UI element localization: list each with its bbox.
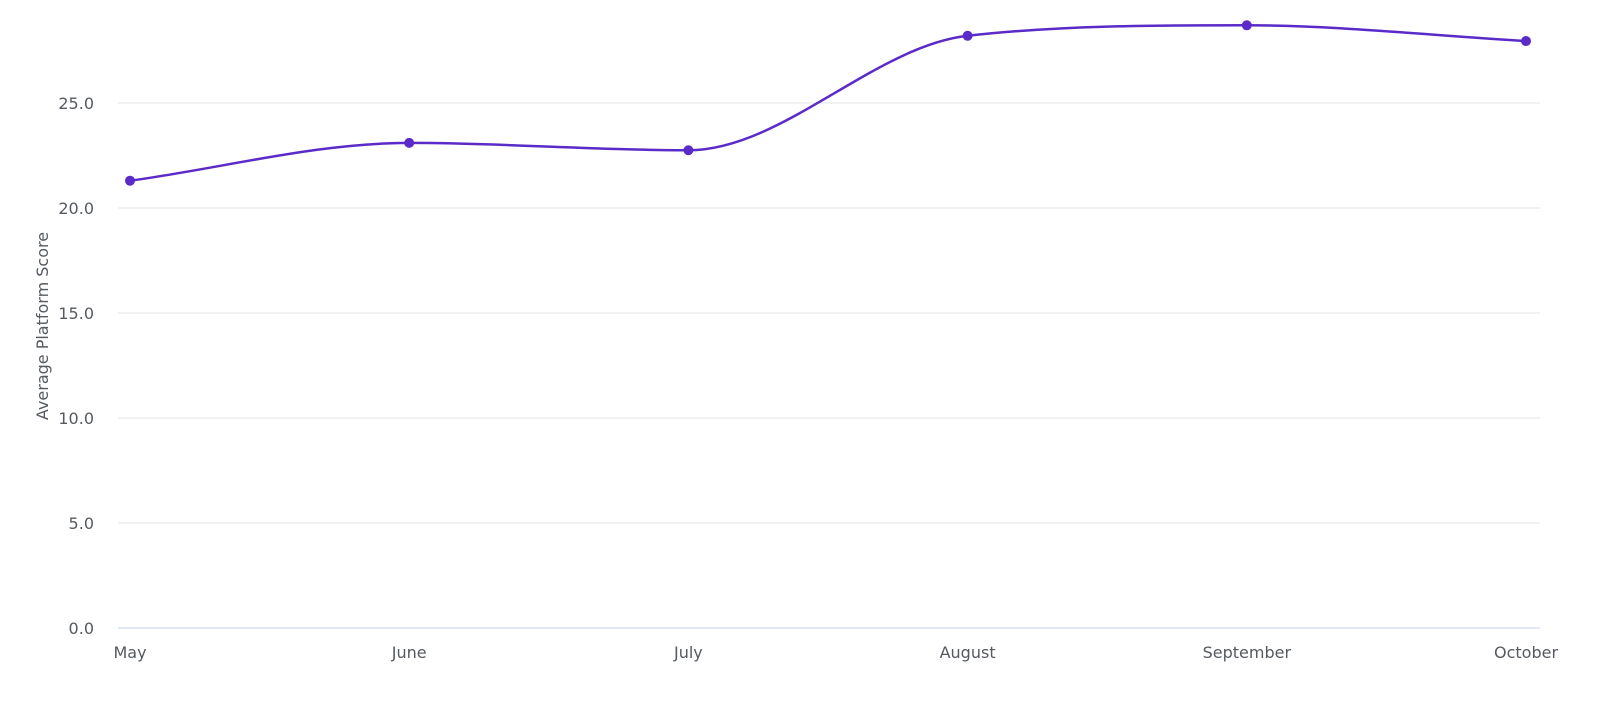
x-tick-label: August xyxy=(940,643,996,662)
x-tick-label: June xyxy=(391,643,427,662)
y-axis-title: Average Platform Score xyxy=(33,232,52,420)
x-tick-label: October xyxy=(1494,643,1558,662)
x-tick-label: May xyxy=(113,643,146,662)
y-axis-ticks: 0.0 5.0 10.0 15.0 20.0 25.0 xyxy=(58,94,94,638)
data-point-marker xyxy=(1521,36,1531,47)
series-line xyxy=(129,24,1527,182)
data-point-marker xyxy=(404,137,415,148)
y-tick-label: 10.0 xyxy=(58,409,94,428)
series-layer xyxy=(125,20,1531,186)
y-tick-label: 25.0 xyxy=(58,94,94,113)
y-tick-label: 15.0 xyxy=(58,304,94,323)
grid-layer xyxy=(118,102,1540,629)
data-point-marker xyxy=(683,145,694,156)
x-axis-ticks: May June July August September October xyxy=(113,643,1558,662)
x-tick-label: July xyxy=(673,643,703,662)
data-point-marker xyxy=(1241,20,1252,31)
y-tick-label: 20.0 xyxy=(58,199,94,218)
data-point-marker xyxy=(125,175,135,186)
data-point-marker xyxy=(962,30,973,41)
y-tick-label: 5.0 xyxy=(69,514,94,533)
y-tick-label: 0.0 xyxy=(69,619,94,638)
x-tick-label: September xyxy=(1203,643,1292,662)
